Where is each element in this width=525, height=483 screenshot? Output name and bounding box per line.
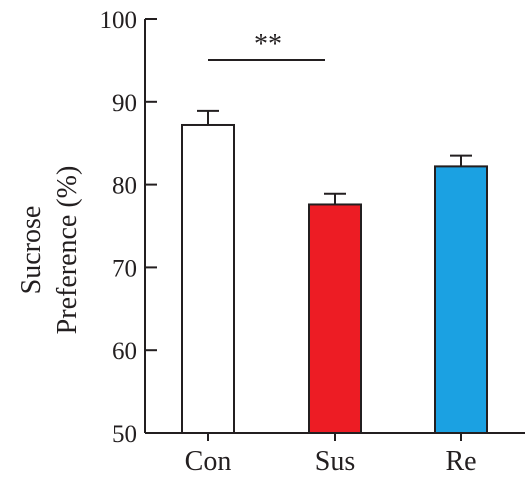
y-tick-label-50: 50 xyxy=(112,421,137,448)
significance-label: ** xyxy=(254,29,282,60)
y-tick-label-60: 60 xyxy=(112,338,137,365)
x-tick-label-sus: Sus xyxy=(315,446,355,477)
y-axis-label: Sucrose Preference (%) xyxy=(16,166,83,335)
y-axis-label-line-1: Sucrose xyxy=(16,206,47,295)
y-tick-label-90: 90 xyxy=(112,90,137,117)
bar-re xyxy=(434,165,488,434)
axes: 50 60 70 80 90 100 Con Sus Re xyxy=(100,7,525,477)
y-axis-label-line-2: Preference (%) xyxy=(52,166,83,335)
x-tick-label-con: Con xyxy=(185,446,232,477)
bars xyxy=(181,109,488,434)
bar-sus xyxy=(308,203,362,434)
y-tick-label-100: 100 xyxy=(100,7,138,34)
bar-con xyxy=(181,123,235,434)
y-tick-label-70: 70 xyxy=(112,255,137,282)
y-tick-label-80: 80 xyxy=(112,173,137,200)
x-tick-label-re: Re xyxy=(445,446,476,477)
annotations: ** xyxy=(208,29,325,61)
